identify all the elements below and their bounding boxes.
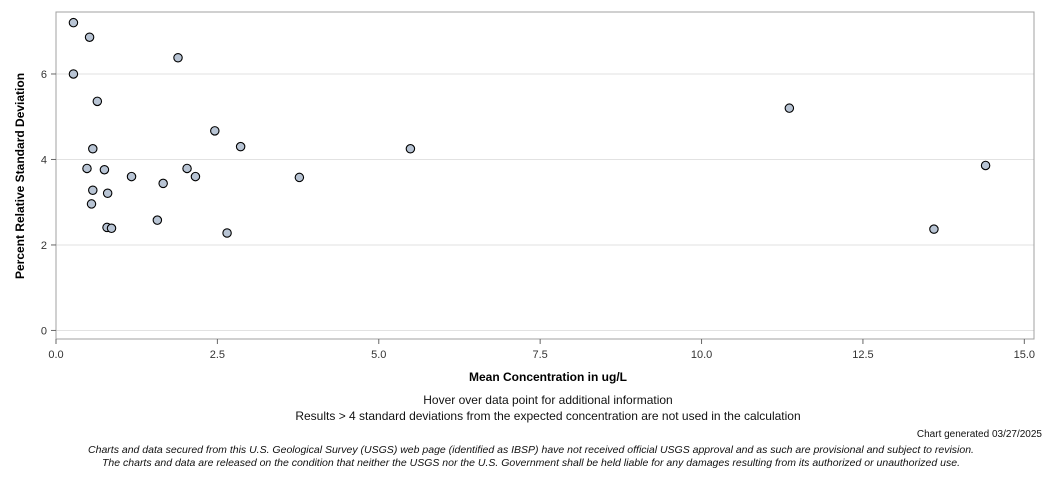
data-point[interactable] xyxy=(86,199,97,209)
x-axis-title: Mean Concentration in ug/L xyxy=(469,370,627,384)
y-axis-title: Percent Relative Standard Deviation xyxy=(13,73,27,279)
x-tick-label: 2.5 xyxy=(210,349,225,361)
data-point[interactable] xyxy=(210,126,220,136)
data-point[interactable] xyxy=(102,188,113,198)
y-tick-label: 6 xyxy=(41,69,47,81)
disclaimer-line-2: The charts and data are released on the … xyxy=(102,457,960,469)
data-point[interactable] xyxy=(82,163,92,174)
x-tick-label: 12.5 xyxy=(852,349,873,361)
data-point[interactable] xyxy=(182,163,192,174)
data-point[interactable] xyxy=(88,185,98,195)
x-tick-label: 10.0 xyxy=(691,349,712,361)
chart-generated-date: Chart generated 03/27/2025 xyxy=(916,429,1042,440)
data-point[interactable] xyxy=(235,141,246,152)
y-tick-label: 4 xyxy=(41,154,47,166)
disclaimer-line-1: Charts and data secured from this U.S. G… xyxy=(88,444,974,456)
x-tick-label: 7.5 xyxy=(533,349,548,361)
data-point[interactable] xyxy=(99,164,110,175)
x-tick-label: 5.0 xyxy=(371,349,386,361)
data-point[interactable] xyxy=(929,224,939,234)
data-points xyxy=(68,17,991,238)
plot-frame xyxy=(55,11,1035,340)
data-point[interactable] xyxy=(784,103,795,113)
data-point[interactable] xyxy=(222,228,232,238)
y-tick-label: 2 xyxy=(41,240,47,252)
data-point[interactable] xyxy=(126,171,137,182)
data-point[interactable] xyxy=(152,215,163,225)
data-point[interactable] xyxy=(190,171,201,182)
x-tick-label: 15.0 xyxy=(1014,349,1035,361)
data-point[interactable] xyxy=(173,52,183,63)
data-point[interactable] xyxy=(405,144,416,154)
scatter-chart: 0 2 4 6 0.0 2.5 5.0 7.5 10.0 12.5 15.0 Mean Concen… xyxy=(13,11,1035,384)
data-point[interactable] xyxy=(158,178,168,189)
hover-note: Hover over data point for additional inf… xyxy=(423,393,673,407)
data-point[interactable] xyxy=(88,144,98,154)
data-point[interactable] xyxy=(294,172,305,183)
data-point[interactable] xyxy=(84,32,95,42)
axes: 0 2 4 6 0.0 2.5 5.0 7.5 10.0 12.5 15.0 xyxy=(41,69,1035,361)
data-point[interactable] xyxy=(92,96,103,107)
data-point[interactable] xyxy=(980,160,991,171)
data-point[interactable] xyxy=(106,223,117,234)
results-note: Results > 4 standard deviations from the… xyxy=(295,409,801,423)
y-tick-label: 0 xyxy=(41,325,47,337)
gridlines xyxy=(56,73,1034,331)
data-point[interactable] xyxy=(68,17,79,28)
data-point[interactable] xyxy=(68,69,79,79)
x-tick-label: 0.0 xyxy=(48,349,63,361)
